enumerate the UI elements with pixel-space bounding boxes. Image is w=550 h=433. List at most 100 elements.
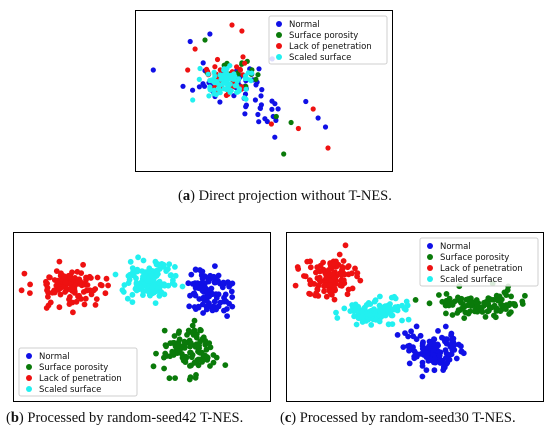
point-normal xyxy=(400,344,407,350)
point-scaled-surface xyxy=(152,300,159,306)
point-scaled-surface xyxy=(391,293,398,300)
point-normal xyxy=(414,353,420,360)
point-normal xyxy=(243,102,249,108)
point-normal xyxy=(431,336,438,343)
legend-box xyxy=(268,15,388,65)
point-normal xyxy=(406,347,412,354)
point-lack-of-penetration xyxy=(349,285,356,292)
point-lack-of-penetration xyxy=(105,282,111,289)
point-scaled-surface xyxy=(112,271,119,278)
point-normal xyxy=(419,359,426,366)
point-lack-of-penetration xyxy=(192,46,198,52)
point-lack-of-penetration xyxy=(56,258,63,265)
point-surface-porosity xyxy=(446,295,453,302)
point-lack-of-penetration xyxy=(308,279,314,286)
point-normal xyxy=(224,313,231,319)
point-surface-porosity xyxy=(456,298,463,304)
point-lack-of-penetration xyxy=(268,121,274,127)
point-surface-porosity xyxy=(197,356,203,363)
point-scaled-surface xyxy=(135,254,141,261)
point-lack-of-penetration xyxy=(340,258,347,264)
point-normal xyxy=(453,355,460,362)
point-normal xyxy=(259,87,265,93)
point-surface-porosity xyxy=(184,331,190,338)
point-normal xyxy=(186,303,193,310)
point-normal xyxy=(215,272,222,279)
legend-label-scaled-surface: Scaled surface xyxy=(440,275,502,285)
point-lack-of-penetration xyxy=(98,282,105,289)
point-surface-porosity xyxy=(182,340,188,347)
point-normal xyxy=(209,307,216,314)
point-normal xyxy=(448,351,455,358)
point-normal xyxy=(220,279,227,286)
legend-marker-lack-of-penetration xyxy=(276,43,282,49)
point-surface-porosity xyxy=(204,354,211,361)
legend-marker-scaled-surface xyxy=(276,54,282,60)
point-scaled-surface xyxy=(224,77,230,83)
point-normal xyxy=(252,97,258,103)
point-lack-of-penetration xyxy=(92,302,99,308)
point-scaled-surface xyxy=(126,276,133,283)
legend-label-surface-porosity: Surface porosity xyxy=(440,253,509,263)
point-surface-porosity xyxy=(443,291,450,297)
point-normal xyxy=(229,280,236,287)
point-surface-porosity xyxy=(450,299,456,306)
legend-label-normal: Normal xyxy=(289,20,320,30)
point-lack-of-penetration xyxy=(21,270,28,277)
point-normal xyxy=(229,294,236,300)
point-surface-porosity xyxy=(458,305,465,312)
point-scaled-surface xyxy=(141,271,148,278)
point-scaled-surface xyxy=(247,77,253,83)
legend-label-lack-of-penetration: Lack of penetration xyxy=(289,42,372,52)
point-lack-of-penetration xyxy=(294,264,301,270)
point-surface-porosity xyxy=(197,326,204,333)
point-lack-of-penetration xyxy=(344,291,351,298)
point-surface-porosity xyxy=(190,332,197,338)
point-scaled-surface xyxy=(165,282,172,289)
point-lack-of-penetration xyxy=(325,145,331,151)
point-scaled-surface xyxy=(353,321,360,328)
point-surface-porosity xyxy=(495,297,501,304)
point-surface-porosity xyxy=(171,333,178,339)
point-surface-porosity xyxy=(484,308,491,315)
point-surface-porosity xyxy=(175,342,181,349)
point-surface-porosity xyxy=(463,296,470,303)
point-lack-of-penetration xyxy=(57,291,64,298)
point-scaled-surface xyxy=(377,308,384,314)
point-scaled-surface xyxy=(172,272,179,279)
point-scaled-surface xyxy=(249,70,255,76)
legend-marker-normal xyxy=(276,21,282,27)
point-lack-of-penetration xyxy=(46,274,52,281)
point-lack-of-penetration xyxy=(323,293,330,300)
point-normal xyxy=(257,105,263,111)
point-normal xyxy=(442,323,449,330)
point-scaled-surface xyxy=(230,76,237,82)
point-surface-porosity xyxy=(436,292,442,298)
point-scaled-surface xyxy=(351,313,357,320)
legend-marker-surface-porosity xyxy=(427,254,433,260)
point-scaled-surface xyxy=(149,284,156,291)
point-normal xyxy=(215,303,222,310)
point-normal xyxy=(201,286,208,293)
point-surface-porosity xyxy=(193,372,199,378)
point-lack-of-penetration xyxy=(84,282,91,288)
point-normal xyxy=(258,93,264,99)
point-lack-of-penetration xyxy=(229,22,235,28)
legend-label-lack-of-penetration: Lack of penetration xyxy=(440,264,523,274)
point-scaled-surface xyxy=(363,302,370,308)
point-surface-porosity xyxy=(187,349,194,356)
point-surface-porosity xyxy=(200,334,207,341)
point-surface-porosity xyxy=(465,310,472,317)
point-surface-porosity xyxy=(183,354,190,360)
point-lack-of-penetration xyxy=(317,268,323,275)
point-lack-of-penetration xyxy=(44,280,50,287)
point-normal xyxy=(431,367,438,374)
point-normal xyxy=(187,38,193,45)
point-surface-porosity xyxy=(281,151,287,157)
point-surface-porosity xyxy=(491,312,497,319)
point-surface-porosity xyxy=(426,300,433,307)
point-surface-porosity xyxy=(161,354,167,361)
point-surface-porosity xyxy=(191,359,198,366)
point-lack-of-penetration xyxy=(295,125,301,132)
